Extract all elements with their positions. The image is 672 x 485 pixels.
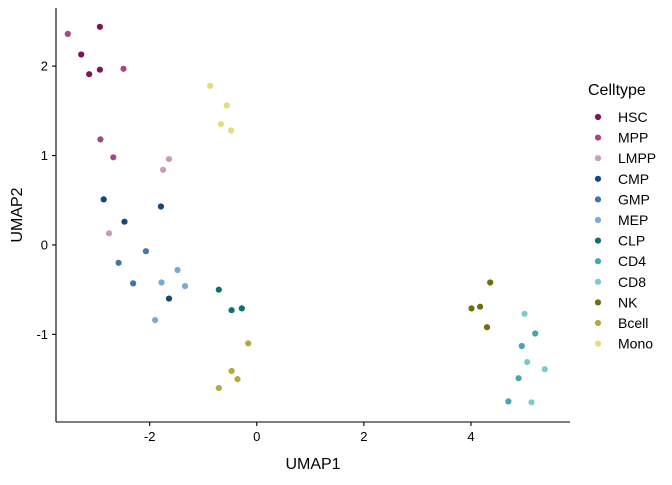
legend-key-mono [594,340,602,347]
y-tick-label-1: 0 [41,237,48,252]
legend-label-cd4: CD4 [618,253,646,269]
point-lmpp-1 [160,166,167,173]
point-clp-2 [228,307,235,314]
point-cd4-1 [518,342,525,350]
x-axis-title: UMAP1 [285,456,340,473]
point-mono-0 [207,82,214,89]
point-hsc-3 [86,71,93,78]
legend-key-cd8 [594,278,602,285]
point-clp-0 [215,286,222,293]
legend-label-clp: CLP [618,233,645,249]
point-lmpp-2 [105,230,113,237]
legend-key-clp [594,237,602,244]
legend-label-mono: Mono [618,336,653,352]
point-mpp-3 [110,154,117,161]
ticks-layer: -2 0 2 4 -1 0 1 2 [36,59,474,444]
point-gmp-0 [142,248,149,255]
point-cd4-0 [532,330,539,337]
legend-label-mep: MEP [618,212,648,228]
legend-label-bcell: Bcell [618,315,648,331]
legend-label-gmp: GMP [618,191,650,207]
y-tick-label-3: 2 [41,59,48,74]
legend: HSC MPP LMPP CMP GMP MEP CLP CD4 CD8 NK Bcell Mono [594,109,656,352]
legend-label-nk: NK [618,294,638,310]
point-cd4-2 [515,375,522,382]
point-mep-1 [158,279,165,286]
point-hsc-1 [78,51,85,58]
point-mep-3 [152,317,159,324]
point-mep-2 [181,283,189,290]
point-nk-3 [483,324,491,331]
y-tick-label-2: 1 [41,148,48,163]
point-cd8-0 [521,310,528,317]
legend-key-mep [594,216,602,224]
point-bcell-2 [234,376,241,383]
point-mep-0 [174,266,181,274]
x-tick-label-3: 4 [467,429,474,444]
x-tick-label-2: 2 [360,429,367,444]
points-layer [64,23,548,406]
legend-label-cmp: CMP [618,171,649,187]
point-nk-2 [468,305,475,312]
point-bcell-3 [215,384,222,392]
point-cmp-0 [100,196,107,203]
legend-key-lmpp [594,155,602,162]
y-axis-title: UMAP2 [9,187,26,242]
point-cmp-1 [157,203,164,210]
point-cmp-2 [121,218,128,225]
legend-key-cmp [594,175,602,182]
point-lmpp-0 [165,156,173,163]
legend-label-lmpp: LMPP [618,150,656,166]
x-tick-label-1: 0 [253,429,260,444]
legend-key-bcell [594,319,602,327]
point-mono-2 [217,121,224,128]
point-mono-3 [228,127,235,134]
legend-label-mpp: MPP [618,130,648,146]
x-tick-label-0: -2 [144,429,156,444]
point-nk-0 [487,279,494,286]
point-mpp-2 [97,136,104,143]
point-gmp-2 [130,280,137,287]
point-mpp-0 [64,30,71,37]
legend-title: Celltype [588,82,646,99]
legend-key-hsc [594,113,602,121]
legend-key-cd4 [594,258,602,265]
point-hsc-2 [96,66,103,73]
point-cd8-1 [524,359,531,366]
point-mpp-1 [120,65,127,72]
y-tick-label-0: -1 [36,327,48,342]
legend-label-cd8: CD8 [618,274,646,290]
point-cmp-3 [165,295,173,302]
point-clp-1 [238,305,245,312]
point-hsc-0 [96,23,103,30]
legend-key-mpp [594,134,602,141]
point-gmp-1 [115,259,122,266]
legend-key-gmp [594,196,602,203]
legend-label-hsc: HSC [618,109,648,125]
point-bcell-1 [228,367,235,375]
point-cd8-3 [528,399,535,406]
point-mono-1 [223,102,230,109]
point-cd4-3 [505,398,512,405]
point-nk-1 [477,303,484,310]
legend-key-nk [594,299,602,306]
point-cd8-2 [541,366,548,373]
point-bcell-0 [245,340,252,347]
